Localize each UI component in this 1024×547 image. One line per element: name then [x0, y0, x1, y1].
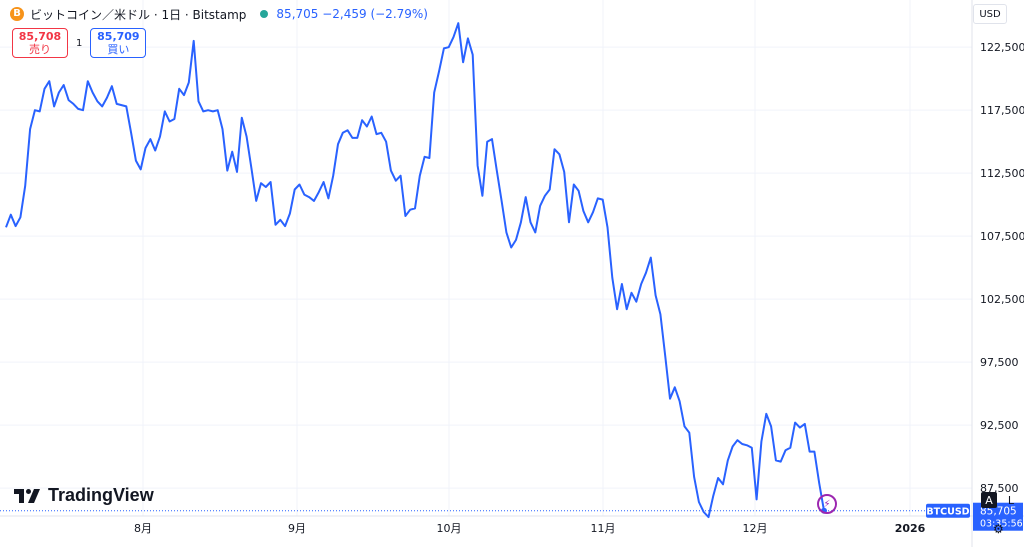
buy-button[interactable]: 85,709 買い	[90, 28, 147, 58]
sell-button[interactable]: 85,708 売り	[12, 28, 68, 58]
y-tick-label: 122,500	[980, 41, 1024, 54]
logo-text: TradingView	[48, 485, 154, 505]
price-line	[5, 22, 825, 519]
lightning-icon[interactable]: ⚡	[817, 494, 837, 514]
tradingview-logo[interactable]: TradingView	[14, 485, 154, 506]
symbol-label-bg	[926, 503, 970, 518]
y-tick-label: 107,500	[980, 230, 1024, 243]
y-tick-label: 117,500	[980, 104, 1024, 117]
symbol-header: B ビットコイン／米ドル · 1日 · Bitstamp 85,705 −2,4…	[10, 6, 428, 22]
x-tick-label: 12月	[743, 522, 768, 535]
x-tick-label: 11月	[591, 522, 616, 535]
y-tick-label: 102,500	[980, 293, 1024, 306]
sell-label: 売り	[29, 43, 51, 56]
settings-icon[interactable]: ⚙	[993, 522, 1004, 536]
symbol-title[interactable]: ビットコイン／米ドル · 1日 · Bitstamp	[30, 7, 247, 22]
x-tick-label: 10月	[437, 522, 462, 535]
tradingview-icon	[14, 488, 40, 503]
trade-buttons: 85,708 売り 1 85,709 買い	[12, 28, 147, 58]
market-status-icon	[260, 10, 269, 18]
bitcoin-icon: B	[10, 7, 24, 21]
x-tick-label: 9月	[288, 522, 306, 535]
y-tick-label: 112,500	[980, 167, 1024, 180]
x-tick-label: 2026	[895, 522, 926, 535]
sell-price: 85,708	[18, 30, 62, 43]
y-tick-label: 97,500	[980, 356, 1019, 369]
last-price-label: 85,705	[980, 506, 1017, 518]
quote-summary: 85,705 −2,459 (−2.79%)	[276, 7, 428, 21]
spread-value: 1	[76, 37, 83, 49]
auto-scale-button[interactable]: A	[981, 492, 997, 508]
y-tick-label: 87,500	[980, 482, 1019, 495]
y-tick-label: 92,500	[980, 419, 1019, 432]
symbol-label: BTCUSD	[926, 507, 969, 518]
buy-label: 買い	[107, 43, 130, 56]
buy-price: 85,709	[97, 30, 140, 43]
countdown-label: 03:35:56	[980, 519, 1023, 530]
log-scale-button[interactable]: L	[1007, 493, 1015, 507]
x-tick-label: 8月	[134, 522, 152, 535]
currency-selector[interactable]: USD	[973, 4, 1007, 24]
